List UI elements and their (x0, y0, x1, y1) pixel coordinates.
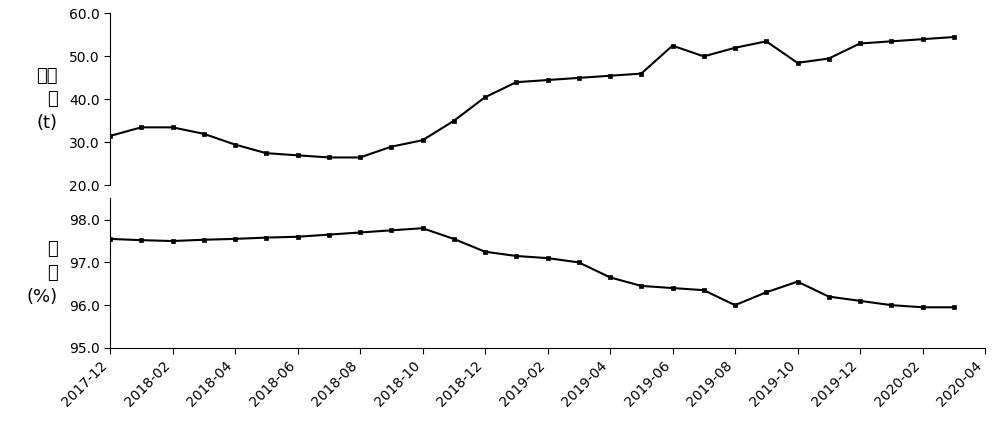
Y-axis label: 含
水
(%): 含 水 (%) (26, 240, 58, 306)
Y-axis label: 日产
油
(t): 日产 油 (t) (36, 67, 58, 132)
